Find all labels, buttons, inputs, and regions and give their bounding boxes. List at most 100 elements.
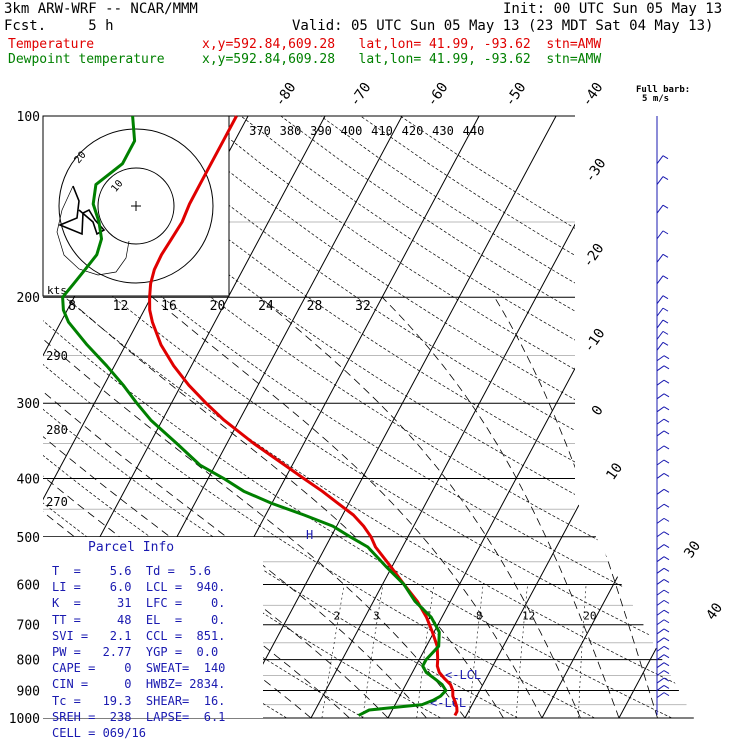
temp-tick-30: 30 [681, 538, 704, 561]
legend-temperature-info: x,y=592.84,609.28 lat,lon= 41.99, -93.62… [202, 37, 602, 52]
wind-barb-flag [663, 418, 670, 423]
mixing-ratio-label-8: 8 [476, 610, 483, 623]
wind-barb-flag [663, 677, 670, 682]
wind-barb-flag [663, 459, 670, 464]
wind-barb-flag [662, 307, 669, 312]
wind-barb-flag [663, 531, 670, 536]
wind-barb-flag [663, 628, 670, 633]
wind-barb [656, 662, 665, 669]
legend-dewpoint-name: Dewpoint temperature [8, 52, 165, 67]
wind-barb [656, 295, 664, 304]
wind-barb-flag [663, 406, 670, 411]
wind-barb [656, 331, 664, 340]
wind-barb [656, 204, 664, 214]
wind-barb-flag [663, 355, 670, 360]
dry-adiabat [320, 116, 694, 718]
forecast-hour: Fcst. 5 h [4, 18, 114, 34]
wind-barb-flag [663, 379, 670, 384]
parcel-info-row: CAPE = 0 SWEAT= 140 [52, 661, 226, 676]
wind-barb-flag [663, 365, 670, 370]
temp-tick--80: -80 [272, 80, 300, 110]
wind-barb [656, 275, 664, 285]
wind-barb [656, 230, 664, 240]
dry-adiabat [43, 116, 441, 718]
wind-barb-flag [663, 619, 670, 624]
wind-barb-flag [663, 662, 670, 667]
wind-barb [656, 609, 665, 616]
speed-tick-28: 28 [307, 299, 323, 314]
pressure-tick-400: 400 [17, 472, 40, 487]
mixing-ratio-label-20: 20 [583, 610, 596, 623]
wind-barb-flag [663, 599, 670, 604]
moist-adiabat [259, 296, 581, 718]
wind-barb [656, 418, 665, 425]
pressure-tick-600: 600 [17, 578, 40, 593]
wind-barb [656, 670, 665, 676]
legend-temperature-name: Temperature [8, 37, 95, 52]
wind-barb [656, 319, 664, 329]
dry-adiabat [43, 116, 694, 718]
wind-barb-flag [663, 445, 670, 450]
pressure-tick-900: 900 [17, 684, 40, 699]
mixing-ratio-line [578, 584, 587, 718]
theta-label-430: 430 [432, 124, 454, 138]
wind-barb-flag [662, 230, 669, 235]
isotherm [233, 116, 557, 718]
wind-barb [656, 556, 665, 563]
dry-adiabat [280, 116, 694, 718]
hodograph-trace [57, 185, 106, 236]
mixing-ratio-label-3: 3 [373, 610, 380, 623]
wind-barb-flag [663, 685, 670, 689]
temp-tick-10: 10 [603, 460, 626, 483]
wind-barb [656, 517, 665, 524]
wind-barb-flag [662, 204, 669, 209]
wind-barb [656, 567, 665, 574]
theta-label-280: 280 [46, 423, 68, 437]
wind-barb [656, 459, 665, 466]
wind-barb [656, 654, 665, 661]
dry-adiabat [43, 116, 595, 718]
wind-barb [656, 531, 665, 538]
wind-barb [656, 307, 664, 317]
wind-barb-flag [662, 176, 669, 181]
wind-barb-flag [663, 692, 670, 697]
theta-label-410: 410 [371, 124, 393, 138]
theta-label-290: 290 [46, 349, 68, 363]
wind-barb [656, 599, 665, 606]
theta-label-380: 380 [280, 124, 302, 138]
dry-adiabat [121, 116, 694, 718]
moist-adiabat [65, 296, 504, 718]
wind-barb [656, 645, 665, 652]
init-time: Init: 00 UTC Sun 05 May 13 [503, 1, 723, 17]
hodograph-envelope [56, 185, 130, 276]
dewpoint-line [61, 115, 448, 717]
wind-barb-flag [663, 544, 670, 548]
mixing-ratio-line [468, 584, 484, 718]
wind-barb-flag [663, 473, 670, 477]
parcel-info-title: Parcel Info [88, 540, 175, 555]
full-barb-units: 5 m/s [642, 94, 670, 104]
isotherm [541, 116, 694, 718]
pressure-tick-800: 800 [17, 654, 40, 669]
isotherm [618, 116, 694, 718]
temp-tick--30: -30 [582, 156, 610, 186]
mixing-ratio-line [321, 584, 345, 718]
temp-tick--10: -10 [581, 326, 609, 356]
wind-barb [656, 341, 664, 351]
isotherm [0, 116, 17, 718]
wind-barb [656, 155, 664, 164]
wind-barb [656, 685, 665, 691]
speed-tick-24: 24 [258, 299, 274, 314]
moist-adiabat [494, 296, 658, 718]
dry-adiabat [360, 116, 694, 718]
dry-adiabat [43, 116, 694, 718]
speed-tick-32: 32 [355, 299, 371, 314]
speed-tick-8: 8 [68, 299, 76, 314]
wind-barb-flag [663, 393, 670, 398]
wind-barb [656, 579, 665, 585]
theta-label-390: 390 [310, 124, 332, 138]
wind-barb [656, 445, 665, 452]
temp-tick--70: -70 [347, 80, 375, 110]
wind-barb [656, 488, 665, 495]
